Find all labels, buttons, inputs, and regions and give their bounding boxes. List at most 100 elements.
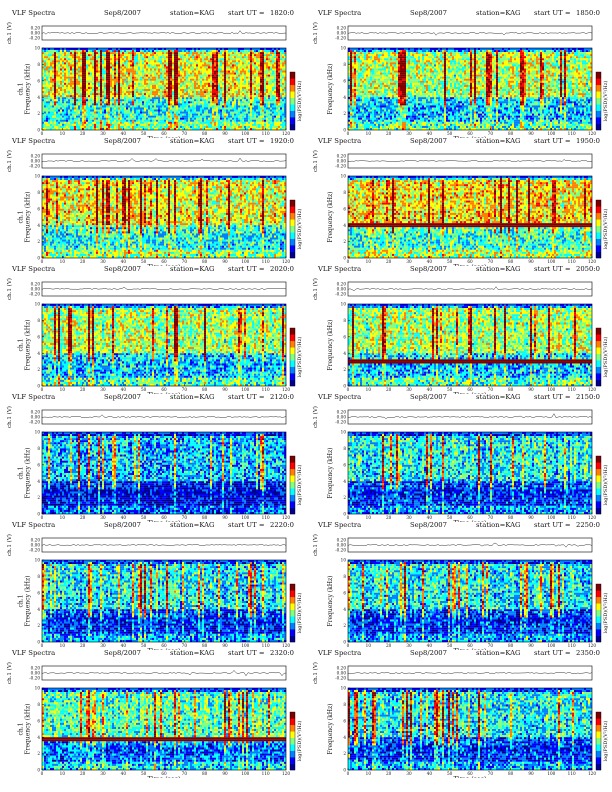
panel-title: VLF Spectra [11, 649, 55, 657]
x-tick-label: 120 [282, 643, 290, 648]
trace-ylabel: ch.1 (V) [312, 22, 319, 44]
x-tick-label: 20 [386, 131, 392, 136]
y-tick-label: 2 [343, 367, 346, 372]
y-axis-label: ch.1Frequency (kHz) [18, 447, 32, 498]
y-tick-label: 2 [343, 239, 346, 244]
panel-start-label: start UT = [228, 649, 265, 657]
trace-line [347, 159, 593, 162]
trace-ylabel: ch.1 (V) [6, 278, 13, 300]
colorbar [595, 583, 602, 643]
x-tick-label: 70 [488, 643, 494, 648]
x-tick-label: 120 [282, 387, 290, 392]
x-tick-label: 120 [282, 259, 290, 264]
heatmap-cells [42, 688, 287, 771]
x-tick-label: 90 [222, 387, 228, 392]
trace-line [41, 30, 286, 35]
y-tick-label: 2 [37, 751, 40, 756]
spectrogram-svg: VLF Spectra Sep8/2007 station=KAG start UT … [6, 649, 303, 778]
trace-tick-label: -0.20 [335, 36, 346, 41]
panel-station: station=KAG [476, 649, 520, 657]
x-tick-label: 80 [508, 387, 514, 392]
trace-ylabel: ch.1 (V) [312, 150, 319, 172]
x-tick-label: 50 [447, 387, 453, 392]
x-tick-label: 100 [547, 131, 555, 136]
trace-line [347, 543, 593, 548]
x-tick-label: 20 [386, 771, 392, 776]
x-tick-label: 20 [80, 643, 86, 648]
x-tick-label: 80 [202, 259, 208, 264]
colorbar-label: log(PSD)(V²/Hz) [296, 209, 303, 250]
x-tick-label: 50 [447, 771, 453, 776]
y-tick-label: 10 [341, 302, 347, 307]
panel-start-ut: 2150:0 [576, 393, 600, 401]
x-tick-label: 20 [80, 515, 86, 520]
trace-tick-label: 0.20 [31, 154, 41, 159]
x-tick-label: 110 [262, 131, 270, 136]
panel-date: Sep8/2007 [104, 137, 141, 145]
trace-tick-label: 0.20 [337, 26, 347, 31]
y-tick-label: 6 [37, 590, 40, 595]
x-tick-label: 40 [121, 771, 127, 776]
x-tick-label: 100 [241, 131, 249, 136]
panel-title: VLF Spectra [317, 9, 361, 17]
x-tick-label: 60 [467, 259, 473, 264]
x-tick-label: 50 [447, 259, 453, 264]
x-tick-label: 50 [141, 643, 147, 648]
trace-tick-label: 0.00 [337, 159, 347, 164]
panel-title: VLF Spectra [317, 137, 361, 145]
colorbar [289, 455, 296, 515]
colorbar-label: log(PSD)(V²/Hz) [602, 337, 609, 378]
x-tick-label: 60 [161, 259, 167, 264]
x-tick-label: 30 [100, 131, 106, 136]
y-axis-label: ch.1Frequency (kHz) [18, 191, 32, 242]
trace-tick-label: -0.20 [29, 292, 40, 297]
panel-title: VLF Spectra [317, 649, 361, 657]
spectrogram-svg: VLF Spectra Sep8/2007 station=KAG start UT … [6, 137, 303, 266]
x-tick-label: 30 [406, 771, 412, 776]
x-tick-label: 90 [528, 643, 534, 648]
y-axis-label: Frequency (kHz) [327, 575, 334, 626]
y-axis-label: Frequency (kHz) [327, 703, 334, 754]
x-tick-label: 30 [100, 643, 106, 648]
panel-station: station=KAG [170, 393, 214, 401]
x-tick-label: 110 [262, 259, 270, 264]
y-tick-label: 4 [343, 95, 346, 100]
panel-date: Sep8/2007 [104, 9, 141, 17]
panel-start-label: start UT = [534, 9, 571, 17]
x-tick-label: 0 [41, 387, 44, 392]
x-tick-label: 60 [161, 643, 167, 648]
x-tick-label: 30 [100, 387, 106, 392]
y-axis-label: ch.1Frequency (kHz) [18, 319, 32, 370]
x-tick-label: 50 [447, 515, 453, 520]
heatmap-cells [348, 304, 593, 387]
x-tick-label: 40 [121, 643, 127, 648]
x-axis-label: Time (sec) [454, 392, 487, 394]
trace-line [347, 286, 593, 292]
y-tick-label: 10 [341, 174, 347, 179]
y-axis-label: Frequency (kHz) [327, 319, 334, 370]
y-tick-label: 4 [37, 95, 40, 100]
trace-tick-label: 0.20 [31, 538, 41, 543]
y-tick-label: 0 [37, 512, 40, 517]
x-tick-label: 70 [182, 387, 188, 392]
x-tick-label: 80 [508, 515, 514, 520]
x-tick-label: 0 [41, 131, 44, 136]
spectrogram-panel-p11: VLF Spectra Sep8/2007 station=KAG start UT … [0, 646, 306, 778]
y-tick-label: 2 [37, 623, 40, 628]
panel-start-ut: 2350:0 [576, 649, 600, 657]
panel-start-ut: 2020:0 [270, 265, 294, 273]
x-tick-label: 30 [406, 515, 412, 520]
x-tick-label: 90 [222, 771, 228, 776]
spectrogram-panel-p5: VLF Spectra Sep8/2007 station=KAG start UT … [0, 262, 306, 394]
x-tick-label: 110 [262, 515, 270, 520]
colorbar-label: log(PSD)(V²/Hz) [602, 81, 609, 122]
trace-tick-label: -0.20 [29, 164, 40, 169]
colorbar [595, 327, 602, 387]
x-tick-label: 40 [427, 259, 433, 264]
y-tick-label: 4 [343, 607, 346, 612]
x-tick-label: 20 [386, 259, 392, 264]
colorbar-label: log(PSD)(V²/Hz) [602, 721, 609, 762]
trace-ylabel: ch.1 (V) [312, 278, 319, 300]
y-tick-label: 8 [343, 574, 346, 579]
x-tick-label: 90 [528, 259, 534, 264]
